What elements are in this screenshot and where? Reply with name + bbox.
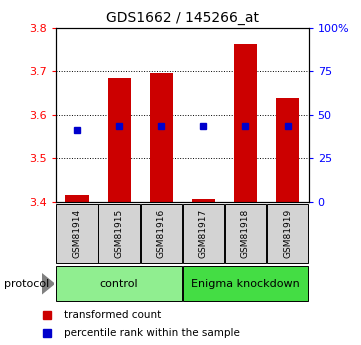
Bar (56, 266, 182, 301)
Bar (276, 98, 299, 202)
Text: GSM81918: GSM81918 (241, 209, 250, 258)
Bar (225, 204, 266, 263)
Bar (140, 204, 182, 263)
Text: GSM81916: GSM81916 (157, 209, 166, 258)
Bar (192, 199, 215, 202)
Bar (183, 266, 308, 301)
Bar (99, 204, 140, 263)
Text: control: control (100, 279, 138, 289)
Text: GSM81914: GSM81914 (73, 209, 82, 258)
Text: transformed count: transformed count (64, 310, 161, 320)
Title: GDS1662 / 145266_at: GDS1662 / 145266_at (106, 11, 259, 25)
Text: GSM81919: GSM81919 (283, 209, 292, 258)
Text: protocol: protocol (4, 279, 49, 289)
Bar (150, 73, 173, 202)
Bar (234, 44, 257, 202)
Text: GSM81915: GSM81915 (115, 209, 123, 258)
Bar (65, 195, 88, 202)
Text: GSM81917: GSM81917 (199, 209, 208, 258)
Bar (108, 78, 131, 202)
Bar (56, 204, 97, 263)
Text: percentile rank within the sample: percentile rank within the sample (64, 328, 240, 338)
Text: Enigma knockdown: Enigma knockdown (191, 279, 300, 289)
Bar (183, 204, 224, 263)
Bar (267, 204, 308, 263)
Polygon shape (42, 274, 54, 294)
